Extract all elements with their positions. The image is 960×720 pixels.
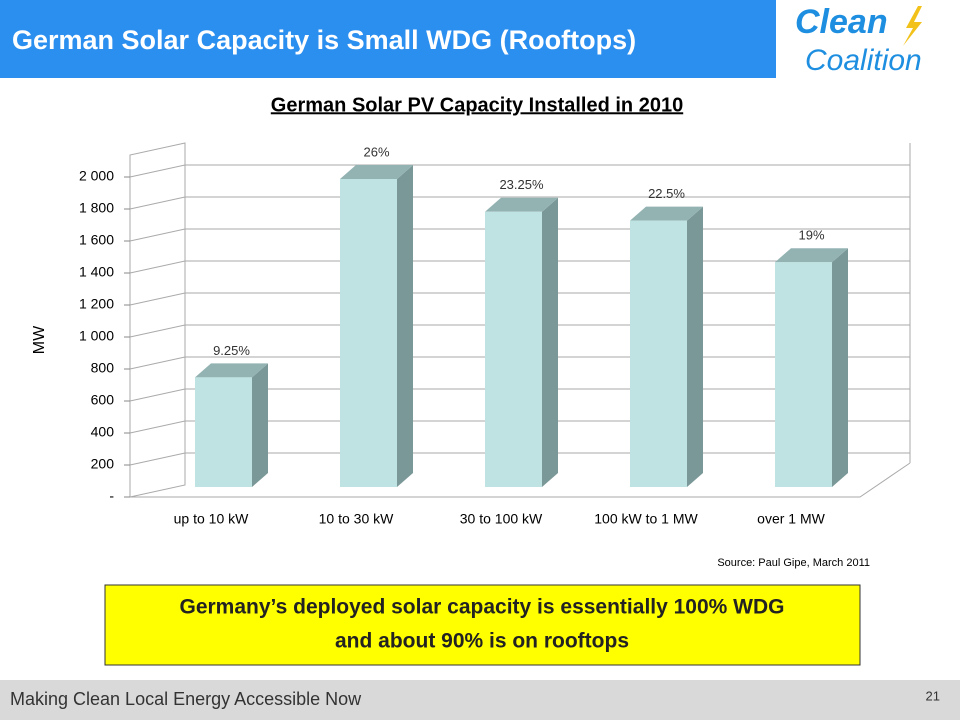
bar-annotation: 23.25% [499, 177, 544, 192]
bar-annotation: 26% [363, 144, 389, 159]
y-tick-label: - [109, 488, 114, 504]
bar-side [397, 165, 413, 487]
bar-top [195, 363, 268, 378]
bar [340, 179, 397, 487]
y-tick-label: 800 [91, 360, 115, 376]
y-tick-label: 1 600 [79, 232, 114, 248]
y-tick-label: 1 400 [79, 264, 114, 280]
grid-line [129, 164, 910, 178]
plot: - 200 400 600 800 1 000 1 200 1 400 1 600 1 800 2 … [79, 142, 911, 527]
logo-bolt [903, 6, 922, 46]
footer-bar [0, 680, 960, 720]
header-bar [0, 0, 776, 78]
bar [630, 220, 687, 487]
y-axis-label: MW [31, 325, 48, 354]
y-tick-label: 200 [91, 456, 115, 472]
x-tick-label: 30 to 100 kW [460, 511, 543, 527]
x-tick-label: 100 kW to 1 MW [594, 511, 698, 527]
bar-top [485, 197, 558, 212]
x-tick-label: over 1 MW [757, 511, 825, 527]
floor [130, 462, 911, 498]
bar-side [542, 197, 558, 488]
x-tick-label: up to 10 kW [174, 511, 249, 527]
x-tick-label: 10 to 30 kW [319, 511, 394, 527]
bar-top [630, 206, 703, 221]
left-wall [129, 142, 186, 498]
bar-annotation: 22.5% [648, 186, 685, 201]
page-number: 21 [926, 688, 940, 703]
y-tick-label: 600 [91, 392, 115, 408]
y-tick-label: 1 000 [79, 328, 114, 344]
callout-box [104, 584, 861, 666]
bar-annotation: 9.25% [213, 343, 250, 358]
callout-line: and about 90% is on rooftops [335, 630, 629, 653]
bar-annotation: 19% [798, 228, 824, 243]
bar [195, 377, 252, 487]
callout-line: Germany’s deployed solar capacity is ess… [180, 596, 785, 619]
grid-line [129, 196, 910, 210]
slide-title: German Solar Capacity is Small WDG (Roof… [12, 25, 636, 55]
bar-top [340, 165, 413, 179]
source: Source: Paul Gipe, March 2011 [717, 557, 870, 569]
footer-text: Making Clean Local Energy Accessible Now [10, 689, 362, 709]
bar-top [775, 248, 848, 263]
bar-side [252, 363, 268, 487]
y-tick-label: 2 000 [79, 168, 114, 184]
chart-title: German Solar PV Capacity Installed in 20… [271, 94, 683, 116]
y-tick-label: 400 [91, 424, 115, 440]
logo-top: Clean [795, 3, 888, 41]
bar-side [832, 248, 848, 487]
bar-side [687, 206, 703, 487]
logo-bottom: Coalition [805, 44, 922, 77]
bar [775, 262, 832, 487]
y-tick-label: 1 800 [79, 200, 114, 216]
bar [485, 211, 542, 488]
y-tick-label: 1 200 [79, 296, 114, 312]
